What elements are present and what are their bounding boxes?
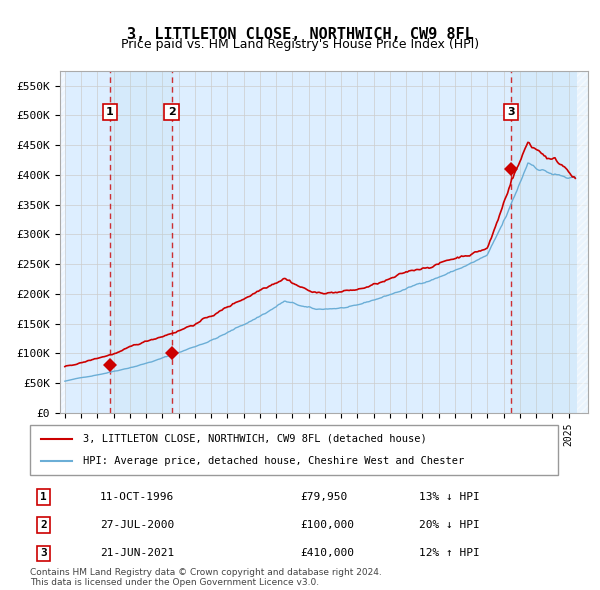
Text: £100,000: £100,000 bbox=[300, 520, 354, 530]
Text: £410,000: £410,000 bbox=[300, 549, 354, 558]
Text: Price paid vs. HM Land Registry's House Price Index (HPI): Price paid vs. HM Land Registry's House … bbox=[121, 38, 479, 51]
Text: 20% ↓ HPI: 20% ↓ HPI bbox=[419, 520, 479, 530]
Text: 3: 3 bbox=[508, 107, 515, 117]
Text: HPI: Average price, detached house, Cheshire West and Chester: HPI: Average price, detached house, Ches… bbox=[83, 456, 464, 466]
Bar bbox=[577, 71, 588, 413]
Text: 13% ↓ HPI: 13% ↓ HPI bbox=[419, 492, 479, 502]
Text: 12% ↑ HPI: 12% ↑ HPI bbox=[419, 549, 479, 558]
Text: 3, LITTLETON CLOSE, NORTHWICH, CW9 8FL: 3, LITTLETON CLOSE, NORTHWICH, CW9 8FL bbox=[127, 27, 473, 41]
Text: 27-JUL-2000: 27-JUL-2000 bbox=[100, 520, 175, 530]
Text: 11-OCT-1996: 11-OCT-1996 bbox=[100, 492, 175, 502]
Text: 1: 1 bbox=[40, 492, 47, 502]
Text: 1: 1 bbox=[106, 107, 114, 117]
Text: 21-JUN-2021: 21-JUN-2021 bbox=[100, 549, 175, 558]
Text: 3, LITTLETON CLOSE, NORTHWICH, CW9 8FL (detached house): 3, LITTLETON CLOSE, NORTHWICH, CW9 8FL (… bbox=[83, 434, 427, 444]
Text: 2: 2 bbox=[168, 107, 175, 117]
FancyBboxPatch shape bbox=[30, 425, 558, 475]
Text: Contains HM Land Registry data © Crown copyright and database right 2024.
This d: Contains HM Land Registry data © Crown c… bbox=[30, 568, 382, 587]
Bar bbox=[511, 71, 588, 413]
Text: 2: 2 bbox=[40, 520, 47, 530]
Bar bbox=[60, 71, 65, 413]
Text: £79,950: £79,950 bbox=[300, 492, 347, 502]
Text: 3: 3 bbox=[40, 549, 47, 558]
Bar bbox=[110, 71, 172, 413]
